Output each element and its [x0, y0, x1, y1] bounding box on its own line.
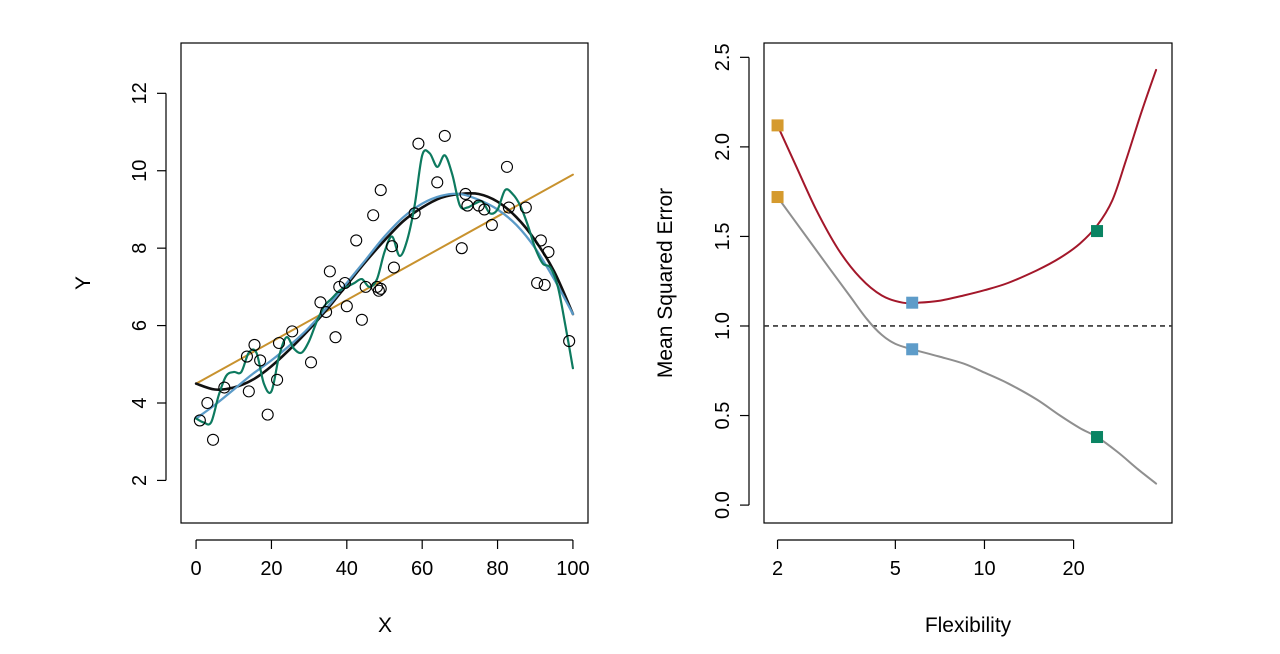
data-point [387, 261, 400, 274]
data-point [286, 325, 299, 338]
data-point [485, 218, 498, 231]
left-y-tick-label: 2 [129, 475, 151, 486]
data-point [338, 276, 351, 290]
left-y-tick-label: 6 [129, 320, 151, 331]
data-point [478, 203, 491, 216]
data-point [367, 209, 380, 222]
data-point [254, 354, 267, 367]
data-point [538, 278, 551, 291]
right-panel: 2 5 10 20 0.0 0.5 1.0 1.5 2.0 2.5 Flexibility Me… [654, 42, 1173, 637]
data-point [500, 160, 514, 173]
data-point [248, 338, 261, 351]
true-function-line [194, 191, 575, 391]
data-point [519, 201, 532, 214]
data-point [534, 234, 547, 247]
right-y-tick-label: 2.5 [712, 43, 734, 71]
right-x-tick-label: 10 [973, 558, 995, 580]
data-point [201, 396, 214, 410]
data-point [455, 242, 468, 255]
smooth-test-marker [906, 296, 919, 309]
test-mse-line [776, 68, 1158, 305]
left-y-tick-label: 12 [129, 82, 151, 104]
left-y-tick-label: 4 [129, 397, 151, 408]
data-point [271, 373, 284, 386]
data-point [240, 350, 253, 363]
data-point [206, 433, 220, 446]
right-markers-group [771, 119, 1104, 444]
data-point [329, 331, 342, 344]
data-point [438, 129, 451, 142]
right-x-tick-label: 20 [1062, 558, 1084, 580]
left-x-tick-label: 100 [556, 558, 589, 580]
right-y-axis-title: Mean Squared Error [654, 188, 677, 378]
data-point [372, 284, 385, 297]
data-point [502, 201, 515, 214]
data-point [355, 313, 368, 326]
data-point [459, 187, 472, 201]
left-panel: 0 20 40 60 80 100 2 4 6 8 10 12 X Y [72, 42, 590, 637]
right-y-tick-label: 2.0 [712, 133, 734, 161]
left-y-axis-title: Y [72, 276, 95, 290]
smoothing-spline-wiggly-line [195, 149, 574, 426]
left-plot-frame [180, 42, 589, 524]
right-x-axis: 2 5 10 20 [772, 539, 1085, 580]
right-y-tick-label: 1.0 [712, 312, 734, 340]
data-point [431, 176, 444, 189]
left-x-axis: 0 20 40 60 80 100 [191, 539, 590, 580]
data-point [261, 408, 274, 421]
right-plot-frame [763, 42, 1173, 524]
left-y-tick-label: 10 [129, 160, 151, 182]
data-point [385, 240, 399, 253]
data-point [531, 276, 544, 290]
right-y-tick-label: 0.0 [712, 491, 734, 519]
left-y-axis: 2 4 6 8 10 12 [129, 82, 167, 486]
left-x-tick-label: 60 [411, 558, 433, 580]
right-y-tick-label: 0.5 [712, 402, 734, 430]
data-point [323, 265, 336, 278]
left-y-tick-label: 8 [129, 243, 151, 254]
data-point [320, 305, 333, 319]
data-point [340, 300, 353, 313]
right-y-axis: 0.0 0.5 1.0 1.5 2.0 2.5 [712, 43, 750, 519]
data-point [374, 184, 387, 197]
data-point [272, 336, 286, 350]
data-point [412, 137, 425, 150]
right-x-axis-title: Flexibility [925, 614, 1012, 637]
data-point [350, 234, 363, 247]
left-x-axis-title: X [378, 614, 392, 637]
data-point [408, 207, 421, 220]
left-x-tick-label: 40 [336, 558, 358, 580]
data-point [542, 245, 555, 259]
right-series-group [764, 68, 1172, 485]
smoothing-spline-smooth-line [194, 192, 575, 420]
data-point [193, 414, 206, 427]
right-x-tick-label: 5 [890, 558, 901, 580]
wiggly-test-marker [1091, 225, 1104, 238]
right-x-tick-label: 2 [772, 558, 783, 580]
linear-train-marker [771, 191, 784, 204]
left-points-group [193, 129, 576, 446]
left-series-group [194, 149, 575, 426]
data-point [304, 356, 318, 369]
data-point [563, 335, 576, 348]
right-y-tick-label: 1.5 [712, 223, 734, 251]
linear-test-marker [771, 119, 784, 132]
left-x-tick-label: 0 [191, 558, 202, 580]
data-point [374, 282, 387, 295]
data-point [218, 381, 231, 394]
left-x-tick-label: 20 [260, 558, 282, 580]
left-x-tick-label: 80 [486, 558, 508, 580]
linear-fit-line [195, 173, 574, 385]
smooth-train-marker [906, 343, 919, 356]
data-point [242, 385, 255, 398]
data-point [314, 296, 327, 309]
wiggly-train-marker [1091, 431, 1104, 444]
